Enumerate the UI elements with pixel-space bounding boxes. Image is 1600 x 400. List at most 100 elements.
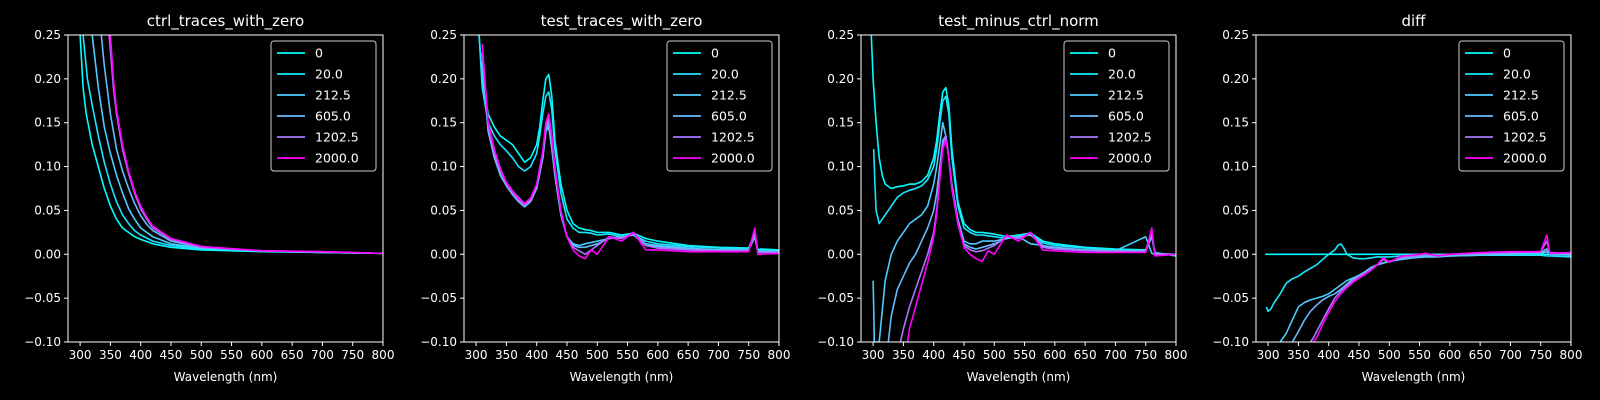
legend-label: 2000.0	[1503, 151, 1547, 166]
x-tick-label: 300	[465, 348, 488, 362]
legend-label: 0	[315, 46, 323, 61]
series-group	[478, 35, 779, 260]
x-tick-label: 650	[281, 348, 304, 362]
x-tick-label: 800	[372, 348, 395, 362]
y-tick-label: 0.25	[827, 28, 854, 42]
legend: 0 20.0 212.5 605.0 1202.5 2000.0	[666, 40, 773, 172]
x-axis-label: Wavelength (nm)	[967, 370, 1071, 384]
x-tick-label: 750	[341, 348, 364, 362]
x-tick-label: 750	[1134, 348, 1157, 362]
series-line-0	[79, 35, 383, 255]
y-tick-label: −0.05	[24, 291, 61, 305]
x-tick-label: 750	[1529, 348, 1552, 362]
legend-label: 1202.5	[711, 130, 755, 145]
y-tick-label: 0.20	[34, 72, 61, 86]
x-tick-label: 350	[99, 348, 122, 362]
legend-label: 212.5	[1503, 88, 1539, 103]
series-line-605.0	[1291, 248, 1571, 342]
x-tick-label: 500	[190, 348, 213, 362]
x-tick-label: 600	[250, 348, 273, 362]
x-tick-label: 550	[616, 348, 639, 362]
series-group	[870, 35, 1176, 342]
x-tick-label: 550	[220, 348, 243, 362]
series-line-1202.5	[899, 135, 1176, 342]
series-line-20.0	[872, 95, 1176, 256]
x-tick-label: 500	[586, 348, 609, 362]
y-tick-label: −0.10	[24, 335, 61, 349]
series-line-2000.0	[906, 139, 1176, 342]
series-line-0	[478, 35, 779, 251]
y-tick-label: 0.25	[430, 28, 457, 42]
y-tick-label: −0.05	[420, 291, 457, 305]
plot-frame	[67, 34, 384, 343]
legend-label: 605.0	[315, 109, 351, 124]
x-tick-label: 600	[646, 348, 669, 362]
y-tick-label: 0.05	[34, 203, 61, 217]
y-tick-label: −0.10	[817, 335, 854, 349]
series-line-20.0	[478, 35, 779, 252]
series-line-2000.0	[109, 35, 383, 255]
x-tick-label: 500	[983, 348, 1006, 362]
legend-label: 212.5	[711, 88, 747, 103]
x-tick-label: 450	[160, 348, 183, 362]
x-tick-label: 300	[1257, 348, 1280, 362]
x-tick-label: 500	[1378, 348, 1401, 362]
y-tick-label: 0.15	[1222, 116, 1249, 130]
plot-frame	[860, 34, 1177, 343]
y-tick-label: 0.20	[827, 72, 854, 86]
x-tick-label: 600	[1043, 348, 1066, 362]
chart-panel-4: diff 300 350 400 450 500 550 600 650 700 750 800 −0.…	[1212, 12, 1582, 384]
legend-label: 212.5	[1108, 88, 1144, 103]
legend-label: 20.0	[711, 67, 739, 82]
y-tick-label: 0.25	[1222, 28, 1249, 42]
series-group	[1265, 234, 1571, 342]
x-tick-label: 550	[1013, 348, 1036, 362]
y-tick-label: 0.00	[827, 247, 854, 261]
x-tick-label: 350	[892, 348, 915, 362]
legend-label: 2000.0	[711, 151, 755, 166]
y-tick-label: 0.10	[827, 160, 854, 174]
x-tick-label: 450	[953, 348, 976, 362]
x-tick-label: 700	[1499, 348, 1522, 362]
legend-label: 1202.5	[1503, 130, 1547, 145]
legend-label: 212.5	[315, 88, 351, 103]
legend: 0 20.0 212.5 605.0 1202.5 2000.0	[1063, 40, 1170, 172]
x-tick-label: 650	[677, 348, 700, 362]
x-axis-label: Wavelength (nm)	[1362, 370, 1466, 384]
chart-title: test_minus_ctrl_norm	[938, 12, 1099, 31]
chart-panel-2: test_traces_with_zero 300 350 400 450 500 550 6…	[420, 12, 790, 384]
x-tick-label: 650	[1469, 348, 1492, 362]
x-axis-label: Wavelength (nm)	[570, 370, 674, 384]
chart-title: diff	[1401, 12, 1426, 30]
x-tick-label: 700	[1104, 348, 1127, 362]
y-tick-label: 0.25	[34, 28, 61, 42]
legend-label: 0	[1108, 46, 1116, 61]
x-tick-label: 800	[1560, 348, 1583, 362]
legend-label: 20.0	[1108, 67, 1136, 82]
y-tick-label: 0.05	[1222, 203, 1249, 217]
legend-label: 1202.5	[315, 130, 359, 145]
y-tick-label: 0.20	[1222, 72, 1249, 86]
x-tick-label: 450	[556, 348, 579, 362]
y-tick-label: 0.00	[430, 247, 457, 261]
x-tick-label: 750	[737, 348, 760, 362]
x-tick-label: 650	[1074, 348, 1097, 362]
x-tick-label: 400	[129, 348, 152, 362]
x-tick-label: 800	[768, 348, 791, 362]
y-tick-label: 0.15	[827, 116, 854, 130]
y-tick-label: 0.10	[34, 160, 61, 174]
x-tick-label: 300	[69, 348, 92, 362]
chart-panel-3: test_minus_ctrl_norm 300 350 400 450 500 550 60…	[817, 12, 1187, 384]
x-tick-label: 800	[1165, 348, 1188, 362]
legend-label: 20.0	[315, 67, 343, 82]
x-tick-label: 350	[495, 348, 518, 362]
y-tick-label: 0.05	[827, 203, 854, 217]
x-tick-label: 450	[1348, 348, 1371, 362]
chart-panel-1: ctrl_traces_with_zero 300 350 400 450 500 550 6…	[24, 12, 394, 384]
legend-label: 605.0	[1503, 109, 1539, 124]
x-tick-label: 700	[311, 348, 334, 362]
plot-frame	[463, 34, 780, 343]
legend-label: 2000.0	[315, 151, 359, 166]
y-tick-label: 0.20	[430, 72, 457, 86]
